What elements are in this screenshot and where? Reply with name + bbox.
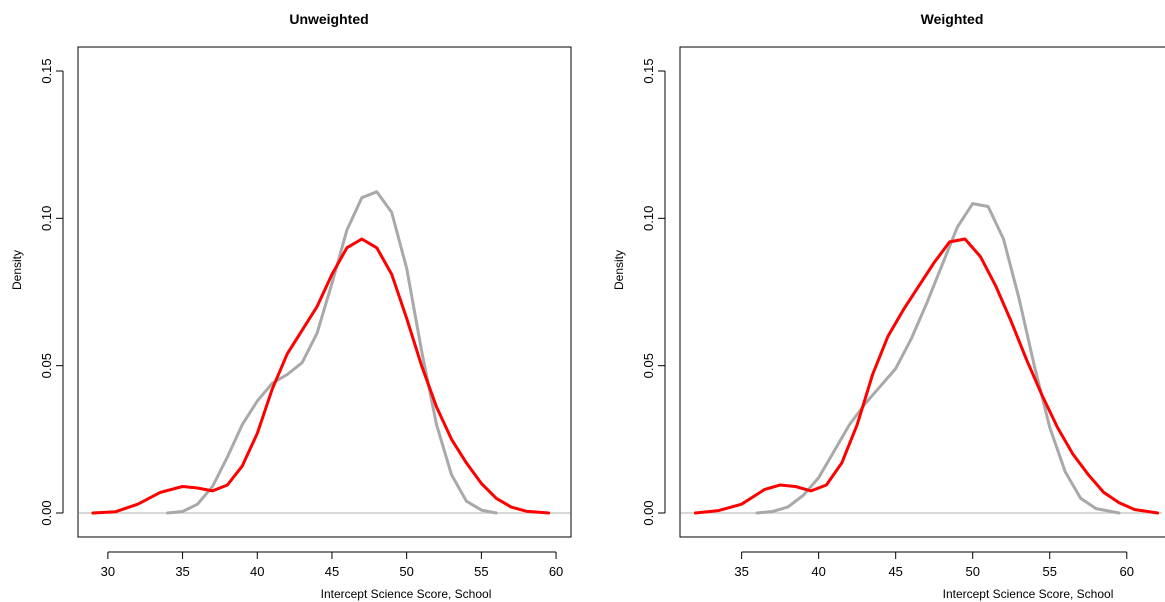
density-curve <box>91 237 551 515</box>
density-curve <box>693 237 1160 515</box>
x-tick-label: 55 <box>474 564 488 579</box>
plot-frame <box>679 46 1165 538</box>
panel-unweighted: Unweighted 30 35 40 45 50 55 60 0.000.050.100.… <box>10 11 572 601</box>
panel-title: Weighted <box>921 11 984 27</box>
series-group <box>91 190 551 515</box>
panel-weighted: Weighted 35 40 45 50 55 60 0.00 0.05 0.10 0.15 I… <box>612 11 1165 601</box>
panel-title: Unweighted <box>289 11 368 27</box>
x-tick-label: 50 <box>965 564 979 579</box>
y-tick-label: 0.00 <box>39 500 54 525</box>
x-tick-label: 40 <box>250 564 264 579</box>
x-tick-label: 50 <box>399 564 413 579</box>
y-axis-label: Density <box>10 250 24 290</box>
x-tick-label: 45 <box>325 564 339 579</box>
x-axis: 35 40 45 50 55 60 <box>734 551 1134 579</box>
density-curve <box>166 190 498 515</box>
y-tick-label: 0.10 <box>39 206 54 231</box>
x-tick-label: 30 <box>101 564 115 579</box>
x-axis: 30 35 40 45 50 55 60 <box>101 551 563 579</box>
x-tick-label: 60 <box>549 564 563 579</box>
x-tick-label: 35 <box>175 564 189 579</box>
x-tick-label: 55 <box>1043 564 1057 579</box>
x-tick-label: 35 <box>734 564 748 579</box>
x-tick-label: 60 <box>1120 564 1134 579</box>
x-axis-label: Intercept Science Score, School <box>321 587 492 601</box>
y-axis: 0.00 0.05 0.10 0.15 <box>641 58 666 526</box>
y-axis: 0.00 0.05 0.10 0.15 <box>39 58 64 526</box>
y-tick-label: 0.15 <box>641 58 656 83</box>
plot-frame <box>77 46 572 538</box>
x-tick-label: 40 <box>811 564 825 579</box>
y-tick-label: 0.10 <box>641 206 656 231</box>
y-tick-label: 0.05 <box>39 353 54 378</box>
x-tick-label: 45 <box>888 564 902 579</box>
y-tick-label: 0.05 <box>641 353 656 378</box>
y-tick-label: 0.15 <box>39 58 54 83</box>
y-axis-label: Density <box>612 250 626 290</box>
y-tick-label: 0.00 <box>641 500 656 525</box>
series-group <box>693 202 1160 515</box>
x-axis-label: Intercept Science Score, School <box>943 587 1114 601</box>
density-curve <box>755 202 1121 515</box>
